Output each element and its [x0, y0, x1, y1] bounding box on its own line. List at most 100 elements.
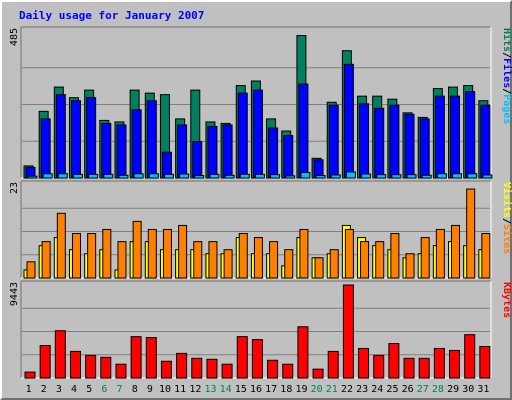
pages-bar	[209, 173, 220, 179]
x-tick-label: 23	[356, 384, 368, 395]
sites-bar	[344, 228, 354, 279]
x-tick-label: 17	[265, 384, 277, 395]
x-tick-label: 15	[235, 384, 247, 395]
kbytes-bar	[221, 363, 233, 379]
files-bar	[131, 109, 142, 179]
x-tick-label: 4	[71, 384, 77, 395]
x-tick-label: 28	[432, 384, 444, 395]
x-tick-label: 13	[204, 384, 216, 395]
sites-bar	[178, 224, 188, 279]
kbytes-bar	[433, 347, 445, 379]
files-bar	[283, 135, 294, 179]
pages-bar	[406, 174, 417, 179]
pages-bar	[436, 173, 447, 179]
files-bar	[55, 94, 66, 179]
kbytes-bar	[69, 350, 81, 379]
files-bar	[434, 95, 445, 179]
x-tick-label: 2	[41, 384, 47, 395]
visits-sites-legend-separator: /	[501, 218, 512, 224]
x-tick-label: 19	[295, 384, 307, 395]
hits-files-pages-legend-separator: /	[501, 88, 512, 94]
hits-files-pages-ymax-label: 485	[9, 28, 20, 46]
x-tick-label: 5	[86, 384, 92, 395]
pages-bar	[148, 173, 159, 179]
files-bar	[40, 118, 51, 179]
sites-bar	[405, 253, 415, 279]
sites-bar	[314, 257, 324, 279]
kbytes-bar	[100, 356, 112, 379]
kbytes-legend-kbytes: KBytes	[501, 282, 512, 318]
visits-sites-legend-visits: Visits	[501, 182, 512, 218]
sites-bar	[269, 241, 279, 279]
files-bar	[101, 122, 112, 179]
kbytes-bar	[206, 358, 218, 379]
files-bar	[70, 100, 81, 179]
sites-bar	[451, 224, 461, 279]
pages-bar	[239, 173, 250, 179]
sites-bar	[223, 249, 233, 279]
pages-bar	[421, 174, 432, 179]
x-tick-label: 27	[417, 384, 429, 395]
sites-bar	[41, 241, 51, 279]
visits-sites-legend-sites: Sites	[501, 224, 512, 254]
x-tick-label: 9	[147, 384, 153, 395]
pages-bar	[57, 173, 68, 179]
pages-bar	[391, 174, 402, 179]
x-tick-label: 22	[341, 384, 353, 395]
x-tick-label: 7	[117, 384, 123, 395]
files-bar	[374, 107, 385, 179]
files-bar	[419, 118, 430, 179]
files-bar	[177, 124, 188, 179]
pages-bar	[103, 173, 114, 179]
sites-bar	[71, 233, 81, 279]
pages-bar	[72, 173, 83, 179]
files-bar	[252, 89, 263, 179]
pages-bar	[254, 173, 265, 179]
files-bar	[404, 113, 415, 179]
x-tick-label: 24	[371, 384, 383, 395]
files-bar	[86, 97, 97, 179]
kbytes-bar	[342, 284, 354, 379]
sites-bar	[208, 241, 218, 279]
kbytes-legend: KBytes	[501, 282, 512, 318]
sites-bar	[466, 188, 476, 279]
sites-bar	[132, 220, 142, 279]
files-bar	[465, 91, 476, 179]
kbytes-bar	[191, 357, 203, 379]
pages-bar	[285, 175, 296, 179]
sites-bar	[87, 233, 97, 279]
pages-bar	[345, 171, 356, 179]
sites-bar	[253, 237, 263, 279]
pages-bar	[315, 175, 326, 179]
pages-bar	[452, 173, 463, 179]
kbytes-bar	[251, 339, 263, 379]
sites-bar	[238, 233, 248, 279]
files-bar	[237, 92, 248, 179]
visits-sites-ymax-label: 23	[9, 182, 20, 194]
files-bar	[343, 63, 354, 179]
chart-title: Daily usage for January 2007	[19, 9, 204, 22]
pages-bar	[118, 174, 129, 179]
sites-bar	[147, 228, 157, 279]
sites-bar	[117, 241, 127, 279]
kbytes-bar	[24, 371, 36, 379]
pages-bar	[27, 175, 38, 179]
x-tick-label: 6	[101, 384, 107, 395]
kbytes-bar	[403, 357, 415, 379]
pages-bar	[482, 174, 493, 179]
files-bar	[328, 104, 339, 179]
x-tick-label: 11	[174, 384, 186, 395]
kbytes-bar	[312, 368, 324, 379]
pages-bar	[133, 173, 144, 179]
kbytes-bar	[297, 326, 309, 379]
kbytes-bar	[130, 336, 142, 379]
pages-bar	[42, 173, 53, 179]
pages-bar	[467, 173, 478, 179]
files-bar	[480, 104, 491, 179]
kbytes-bar	[160, 360, 172, 379]
files-bar	[389, 104, 400, 179]
pages-bar	[361, 173, 372, 179]
sites-bar	[102, 228, 112, 279]
sites-bar	[193, 241, 203, 279]
